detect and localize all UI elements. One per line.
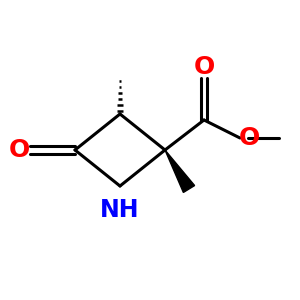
Text: O: O [239,126,260,150]
Text: O: O [194,56,214,80]
Text: NH: NH [100,198,140,222]
Text: O: O [9,138,30,162]
Polygon shape [165,150,195,193]
